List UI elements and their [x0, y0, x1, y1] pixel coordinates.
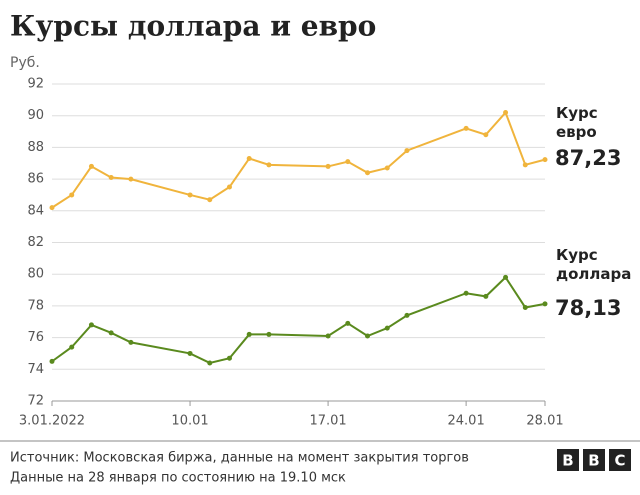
logo-box [583, 449, 605, 471]
logo-letter: B [588, 452, 599, 470]
point [69, 344, 75, 350]
point [483, 293, 489, 299]
point [128, 176, 134, 182]
point [207, 197, 213, 203]
point [266, 331, 272, 337]
point [325, 163, 331, 169]
point [246, 331, 252, 337]
logo-letter: B [562, 452, 573, 470]
point [226, 355, 232, 361]
point [365, 333, 371, 339]
point [207, 360, 213, 366]
series-line [51, 275, 546, 365]
logo-box [557, 449, 579, 471]
logo-letter: C [614, 452, 625, 470]
legend-entry: Курс доллара [556, 246, 632, 283]
x-tick-label: 28.01 [526, 414, 563, 429]
value-label: 78,13 [555, 296, 622, 320]
value-label: 87,23 [555, 146, 622, 170]
point [522, 304, 528, 310]
point [226, 184, 232, 190]
point [108, 175, 114, 181]
point [542, 157, 548, 163]
x-tick-label: 10.01 [171, 414, 208, 429]
point [266, 162, 272, 168]
y-tick-label: 76 [27, 330, 44, 345]
point [49, 205, 55, 211]
y-tick-label: 92 [27, 77, 44, 92]
y-tick-label: 72 [27, 394, 44, 409]
chart-title: Курсы доллара и евро [10, 10, 376, 43]
y-tick-label: 80 [27, 267, 44, 282]
point [463, 125, 469, 131]
point [325, 333, 331, 339]
x-tick-label: 3.01.2022 [19, 414, 85, 429]
point [345, 320, 351, 326]
point [483, 132, 489, 138]
point [108, 330, 114, 336]
point [503, 274, 509, 280]
note: Данные на 28 января по состоянию на 19.1… [10, 471, 346, 486]
point [463, 290, 469, 296]
point [384, 325, 390, 331]
x-tick-label: 17.01 [309, 414, 346, 429]
point [365, 170, 371, 176]
y-tick-label: 90 [27, 108, 44, 123]
point [88, 163, 94, 169]
point [49, 358, 55, 364]
point [128, 339, 134, 345]
y-tick-label: 82 [27, 235, 44, 250]
logo-box [609, 449, 631, 471]
y-tick-label: 74 [27, 362, 44, 377]
source: Источник: Московская биржа, данные на мо… [10, 451, 469, 466]
point [522, 162, 528, 168]
y-axis-label: Руб. [10, 55, 40, 71]
y-tick-label: 84 [27, 203, 44, 218]
point [69, 192, 75, 198]
y-tick-label: 78 [27, 298, 44, 313]
point [187, 192, 193, 198]
point [384, 165, 390, 171]
legend-entry: Курс евро [556, 104, 598, 141]
point [187, 350, 193, 356]
y-tick-label: 86 [27, 172, 44, 187]
point [404, 148, 410, 154]
y-tick-label: 88 [27, 140, 44, 155]
x-tick-label: 24.01 [448, 414, 485, 429]
point [404, 312, 410, 318]
point [246, 155, 252, 161]
point [88, 322, 94, 328]
series-line [51, 110, 546, 209]
point [542, 301, 548, 307]
point [503, 110, 509, 116]
point [345, 159, 351, 165]
